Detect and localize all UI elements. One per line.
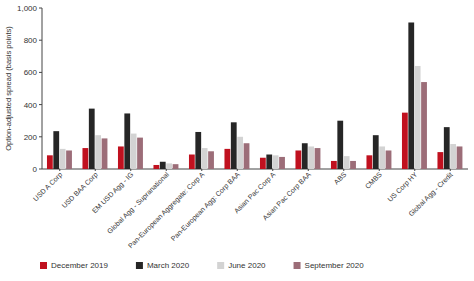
bar xyxy=(279,157,285,169)
bar xyxy=(89,109,95,169)
bar xyxy=(47,155,53,169)
x-tick xyxy=(130,169,131,171)
x-tick xyxy=(95,169,96,171)
bar xyxy=(373,135,379,169)
bar xyxy=(366,155,372,169)
x-tick xyxy=(272,169,273,171)
y-tick-label: 0 xyxy=(33,165,38,174)
x-tick xyxy=(450,169,451,171)
bar xyxy=(379,146,385,169)
legend-swatch xyxy=(217,262,224,269)
bar xyxy=(315,148,321,169)
legend-label: September 2020 xyxy=(305,261,365,270)
y-axis xyxy=(42,8,43,169)
chart-root: 0 200 400 600 800 1,000 Option-adjusted spread… xyxy=(0,0,474,281)
bar xyxy=(237,137,243,169)
bar xyxy=(337,121,343,169)
y-tick-label: 400 xyxy=(24,101,38,110)
bar xyxy=(224,149,230,169)
legend-label: December 2019 xyxy=(51,261,108,270)
legend-swatch xyxy=(136,262,143,269)
bar xyxy=(131,134,137,169)
x-tick-label: CMBS xyxy=(364,171,383,190)
legend-label: March 2020 xyxy=(147,261,190,270)
x-tick xyxy=(237,169,238,171)
bar xyxy=(95,135,101,169)
x-tick xyxy=(166,169,167,171)
bar xyxy=(231,122,237,169)
bar xyxy=(102,138,108,169)
legend-swatch xyxy=(40,262,47,269)
bar xyxy=(244,143,250,169)
bar xyxy=(302,143,308,169)
bar xyxy=(344,156,350,169)
x-tick-label: Global Agg - Credit xyxy=(407,171,455,219)
legend-item: March 2020 xyxy=(136,261,190,270)
chart: 0 200 400 600 800 1,000 Option-adjusted spread… xyxy=(0,0,474,281)
x-tick-label: Global Agg - Supranational xyxy=(106,170,171,235)
bar xyxy=(450,144,456,169)
bar xyxy=(408,22,414,169)
bar xyxy=(160,162,166,169)
bar xyxy=(173,164,179,169)
x-tick xyxy=(379,169,380,171)
bar xyxy=(166,163,172,169)
bar xyxy=(202,148,208,169)
bar xyxy=(137,138,143,169)
bar xyxy=(331,161,337,169)
bar xyxy=(421,82,427,169)
bar xyxy=(386,150,392,169)
bar xyxy=(60,149,66,169)
x-tick xyxy=(343,169,344,171)
legend-item: June 2020 xyxy=(217,261,266,270)
x-tick-label: ABS xyxy=(333,171,348,186)
y-tick-label: 800 xyxy=(24,36,38,45)
x-tick xyxy=(414,169,415,171)
bar xyxy=(350,161,356,169)
x-tick xyxy=(59,169,60,171)
legend-swatch xyxy=(294,262,301,269)
legend-label: June 2020 xyxy=(228,261,266,270)
bar xyxy=(66,150,72,169)
x-tick-label: USD BAA Corp xyxy=(60,171,99,210)
x-tick-label: US Corp HY xyxy=(386,171,419,204)
bar xyxy=(402,113,408,169)
y-axis-label: Option-adjusted spread (basis points) xyxy=(4,26,13,151)
bar xyxy=(308,146,314,169)
bar xyxy=(189,155,195,169)
bar xyxy=(153,165,159,169)
bar xyxy=(208,151,214,169)
y-tick-label: 600 xyxy=(24,68,38,77)
bar xyxy=(124,113,130,169)
bar xyxy=(444,127,450,169)
x-tick xyxy=(308,169,309,171)
bar xyxy=(53,131,59,169)
bar xyxy=(266,155,272,169)
x-tick-label: USD A Corp xyxy=(32,171,64,203)
y-tick-label: 200 xyxy=(24,133,38,142)
bar xyxy=(118,146,124,169)
y-tick-label: 1,000 xyxy=(17,4,38,13)
bar xyxy=(457,146,463,169)
bars xyxy=(47,22,462,169)
bar xyxy=(260,158,266,169)
x-tick xyxy=(201,169,202,171)
bar xyxy=(437,152,443,169)
bar xyxy=(195,132,201,169)
legend-item: September 2020 xyxy=(294,261,365,270)
x-tick-label: Asian Pac Corp BAA xyxy=(261,171,313,223)
x-tick-label: Pan-European Agg: Corp BAA xyxy=(169,171,241,243)
x-tick-label: Pan-European Aggregate: Corp A xyxy=(127,171,207,251)
bar xyxy=(415,66,421,169)
bar xyxy=(295,150,301,169)
legend-item: December 2019 xyxy=(40,261,108,270)
bar xyxy=(273,155,279,169)
bar xyxy=(82,148,88,169)
